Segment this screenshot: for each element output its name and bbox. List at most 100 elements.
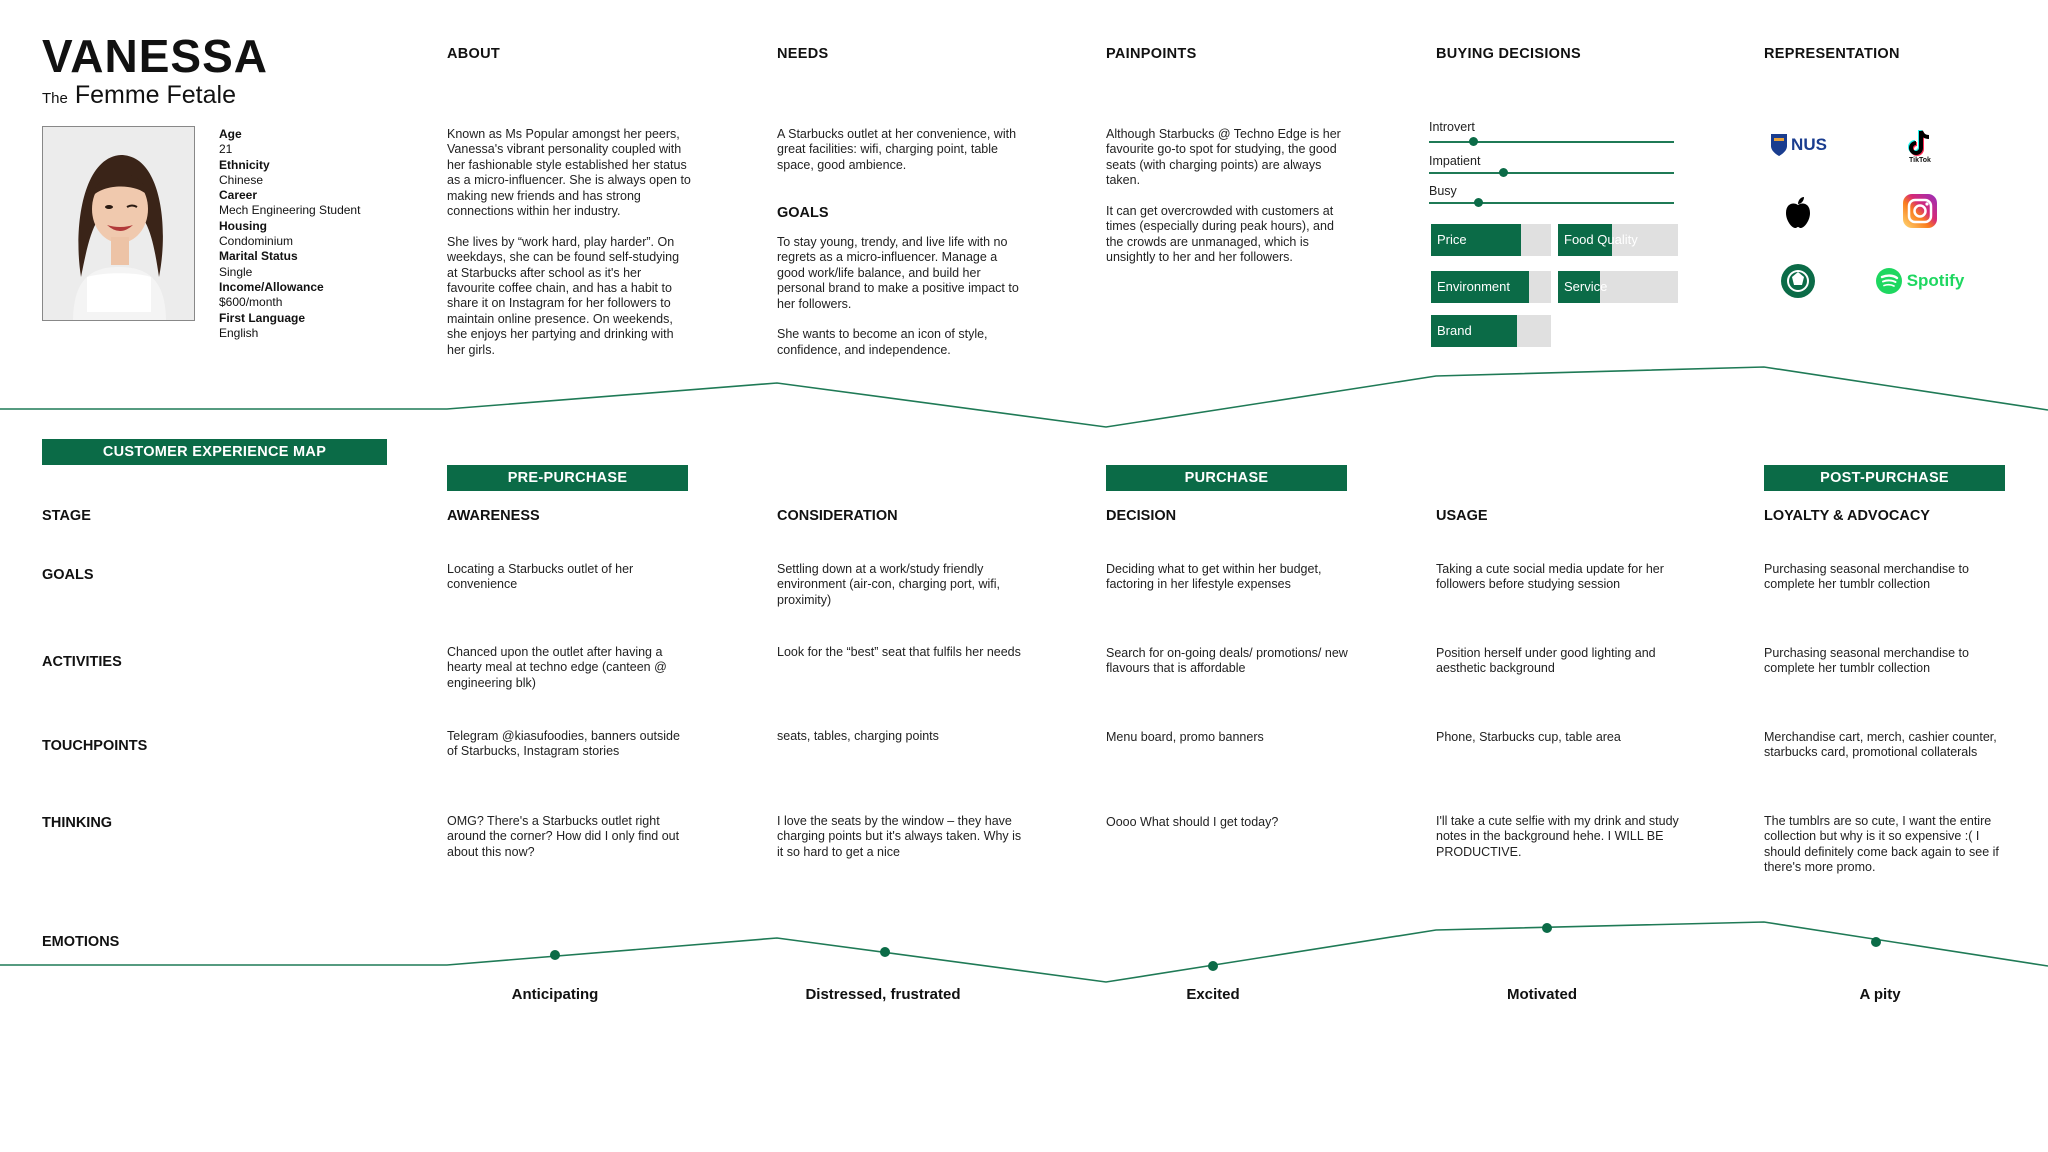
emotion-dot-1	[550, 950, 560, 960]
needs-heading: NEEDS	[777, 46, 829, 62]
apple-icon	[1780, 192, 1816, 232]
stage-decision: DECISION	[1106, 508, 1177, 524]
bar-label-service: Service	[1564, 279, 1608, 294]
tiktok-text: TikTok	[1909, 156, 1931, 164]
goals-paragraph-1: To stay young, trendy, and live life wit…	[777, 235, 1019, 311]
row-label-thinking: THINKING	[42, 815, 113, 831]
goals-cell-loyalty: Purchasing seasonal merchandise to compl…	[1764, 562, 1969, 592]
row-label-stage: STAGE	[42, 508, 91, 524]
instagram-icon	[1901, 192, 1939, 230]
phase-post-purchase: POST-PURCHASE	[1764, 465, 2005, 491]
emotion-dot-3	[1208, 961, 1218, 971]
touchpoints-cell-decision: Menu board, promo banners	[1106, 730, 1264, 744]
bar-food-quality: Food Quality	[1558, 224, 1678, 256]
demo-value-income: $600/month	[219, 295, 283, 310]
painpoints-heading: PAINPOINTS	[1106, 46, 1197, 62]
goals-cell-usage: Taking a cute social media update for he…	[1436, 562, 1664, 592]
demo-value-housing: Condominium	[219, 234, 294, 249]
stage-consideration: CONSIDERATION	[777, 508, 898, 524]
demo-label-career: Career	[219, 188, 258, 203]
touchpoints-cell-consideration: seats, tables, charging points	[777, 729, 939, 743]
demo-value-marital: Single	[219, 264, 253, 279]
persona-subtitle: The Femme Fetale	[42, 80, 236, 114]
activities-cell-consideration: Look for the “best” seat that fulfils he…	[777, 645, 1021, 659]
goals-heading: GOALS	[777, 205, 829, 221]
bar-fill-environment	[1431, 271, 1530, 303]
subtitle-text: Femme Fetale	[74, 81, 236, 109]
bar-brand: Brand	[1431, 315, 1551, 347]
about-paragraph-2: She lives by “work hard, play harder”. O…	[447, 234, 680, 357]
demographics-list: Age 21 Ethnicity Chinese Career Mech Eng…	[219, 127, 419, 341]
about-text: Known as Ms Popular amongst her peers, V…	[447, 127, 692, 358]
slider-label-introvert: Introvert	[1429, 120, 1475, 134]
emotion-decision: Excited	[1186, 986, 1240, 1003]
demo-label-age: Age	[219, 127, 242, 141]
activities-cell-loyalty: Purchasing seasonal merchandise to compl…	[1764, 646, 1969, 676]
demo-label-marital: Marital Status	[219, 249, 298, 264]
starbucks-icon	[1779, 262, 1817, 300]
emotion-usage: Motivated	[1506, 986, 1577, 1003]
bar-price: Price	[1431, 224, 1551, 256]
painpoints-paragraph-2: It can get overcrowded with customers at…	[1106, 204, 1334, 265]
touchpoints-cell-loyalty: Merchandise cart, merch, cashier counter…	[1764, 730, 1997, 760]
slider-track-introvert	[1429, 137, 1674, 146]
portrait-illustration	[43, 127, 194, 320]
demo-label-income: Income/Allowance	[219, 279, 324, 294]
thinking-cell-decision: Oooo What should I get today?	[1106, 815, 1279, 829]
goals-cell-decision: Deciding what to get within her budget, …	[1106, 562, 1322, 592]
bar-environment: Environment	[1431, 271, 1551, 303]
about-paragraph-1: Known as Ms Popular amongst her peers, V…	[447, 127, 691, 219]
bar-label-food-quality: Food Quality	[1564, 232, 1638, 247]
nus-text: NUS	[1791, 135, 1827, 154]
bar-service: Service	[1558, 271, 1678, 303]
emotion-consideration: Distressed, frustrated	[805, 986, 961, 1003]
demo-label-housing: Housing	[219, 218, 267, 233]
demo-value-language: English	[219, 325, 259, 340]
slider-label-impatient: Impatient	[1429, 154, 1481, 168]
row-label-emotions: EMOTIONS	[42, 934, 120, 950]
bar-fill-brand	[1431, 315, 1518, 347]
goals-cell-consideration: Settling down at a work/study friendly e…	[777, 562, 1001, 607]
nus-icon: NUS	[1763, 125, 1833, 165]
goals-paragraph-2: She wants to become an icon of style, co…	[777, 327, 988, 357]
row-label-goals: GOALS	[42, 567, 94, 583]
row-label-touchpoints: TOUCHPOINTS	[42, 738, 148, 754]
stage-loyalty-advocacy: LOYALTY & ADVOCACY	[1764, 508, 1930, 524]
painpoints-text: Although Starbucks @ Techno Edge is her …	[1106, 127, 1351, 266]
demo-label-language: First Language	[219, 310, 306, 325]
emotion-dot-5	[1871, 937, 1881, 947]
emotion-loyalty: A pity	[1859, 986, 1901, 1003]
about-heading: ABOUT	[447, 46, 501, 62]
slider-label-busy: Busy	[1429, 184, 1457, 198]
emotion-awareness: Anticipating	[511, 986, 599, 1003]
map-title-banner: CUSTOMER EXPERIENCE MAP	[42, 439, 387, 465]
thinking-cell-loyalty: The tumblrs are so cute, I want the enti…	[1764, 814, 1999, 875]
tiktok-icon: TikTok	[1900, 124, 1940, 168]
goals-text: To stay young, trendy, and live life wit…	[777, 235, 1022, 358]
activities-cell-decision: Search for on-going deals/ promotions/ n…	[1106, 646, 1348, 676]
bar-label-price: Price	[1437, 232, 1467, 247]
subtitle-prefix: The	[42, 90, 68, 107]
stage-usage: USAGE	[1436, 508, 1488, 524]
touchpoints-cell-awareness: Telegram @kiasufoodies, banners outside …	[447, 729, 680, 759]
bar-fill-food-quality	[1558, 224, 1612, 256]
bar-label-brand: Brand	[1437, 323, 1472, 338]
activities-cell-usage: Position herself under good lighting and…	[1436, 646, 1656, 676]
thinking-cell-usage: I'll take a cute selfie with my drink an…	[1436, 814, 1679, 859]
slider-dot-busy	[1474, 198, 1483, 207]
activities-cell-awareness: Chanced upon the outlet after having a h…	[447, 645, 667, 690]
thinking-cell-awareness: OMG? There's a Starbucks outlet right ar…	[447, 814, 680, 859]
persona-name: VANESSA	[42, 30, 268, 82]
phase-pre-purchase: PRE-PURCHASE	[447, 465, 688, 491]
spotify-icon: Spotify	[1872, 264, 1967, 298]
demo-value-career: Mech Engineering Student	[219, 203, 361, 218]
stage-awareness: AWARENESS	[447, 508, 540, 524]
emotion-dot-4	[1542, 923, 1552, 933]
slider-dot-introvert	[1469, 137, 1479, 146]
bar-fill-service	[1558, 271, 1600, 303]
demo-label-ethnicity: Ethnicity	[219, 157, 270, 172]
representation-heading: REPRESENTATION	[1764, 46, 1900, 62]
needs-text: A Starbucks outlet at her convenience, w…	[777, 127, 1017, 172]
goals-cell-awareness: Locating a Starbucks outlet of her conve…	[447, 562, 634, 592]
